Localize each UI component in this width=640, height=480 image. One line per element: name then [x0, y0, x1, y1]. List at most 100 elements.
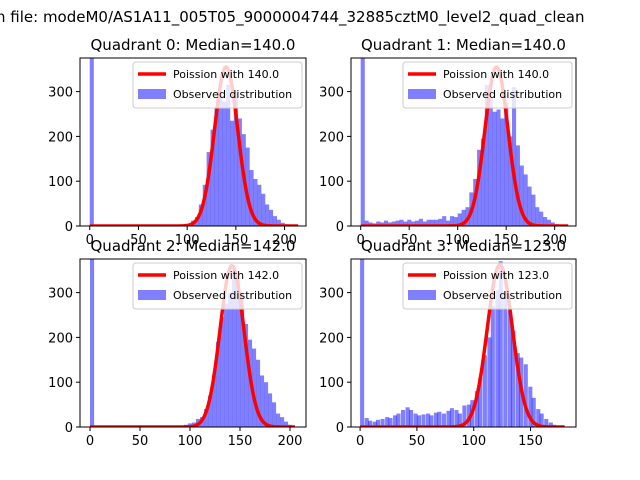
hist-bar [442, 216, 447, 226]
x-tick-label: 50 [132, 434, 149, 449]
hist-bar [233, 91, 239, 226]
hist-bar [90, 259, 95, 427]
hist-bar [204, 409, 209, 427]
hist-bar [535, 207, 540, 226]
hist-bar [391, 221, 396, 226]
hist-bar [544, 418, 549, 427]
hist-bar [216, 341, 221, 427]
hist-bar [272, 216, 277, 226]
hist-bar [430, 219, 435, 226]
hist-bar [210, 129, 215, 226]
legend-label-hist: Observed distribution [443, 289, 562, 302]
y-tick-label: 300 [319, 287, 344, 302]
plot-area [88, 259, 297, 427]
subplot-quadrant-0: 0 50 100 150 200 0 100 200 300 Poission with 140.… [48, 36, 307, 248]
y-tick-label: 100 [48, 376, 73, 391]
legend-label-hist: Observed distribution [173, 88, 292, 101]
y-tick-label: 300 [48, 287, 73, 302]
hist-bar [492, 111, 497, 226]
hist-bar [376, 419, 381, 427]
hist-bar [531, 194, 536, 226]
hist-bar [480, 138, 486, 226]
hist-bar [268, 209, 274, 226]
hist-bar [511, 87, 517, 226]
x-tick-label: 0 [86, 434, 94, 449]
legend-label-poisson: Poission with 140.0 [173, 68, 279, 81]
hist-bar [449, 408, 454, 427]
hist-bar [478, 377, 483, 427]
hist-bar [441, 413, 446, 427]
legend-box [132, 61, 303, 109]
hist-bar [434, 219, 439, 226]
hist-bar [453, 217, 458, 226]
hist-bar [411, 221, 416, 226]
hist-bar [462, 405, 467, 427]
hist-bar [284, 421, 289, 427]
hist-bar [380, 418, 385, 427]
hist-bar [503, 292, 508, 427]
hist-bar [536, 409, 541, 427]
hist-bar [218, 91, 223, 226]
y-tick-label: 200 [48, 331, 73, 346]
hist-bar [268, 393, 273, 427]
hist-bar [527, 186, 532, 226]
y-tick-label: 0 [336, 220, 344, 235]
poisson-curve [359, 65, 570, 226]
hist-bar [261, 193, 266, 226]
x-tick-label: 100 [461, 434, 486, 449]
hist-bar [387, 222, 392, 226]
hist-bar [539, 211, 544, 226]
hist-bar [230, 120, 235, 226]
hist-bar [498, 261, 503, 427]
hist-bar [484, 84, 489, 226]
axes-frame [350, 258, 577, 428]
hist-bar [393, 415, 398, 427]
hist-bar [257, 184, 262, 226]
hist-bar [401, 409, 406, 427]
hist-bar [364, 418, 369, 427]
hist-bar [487, 337, 492, 427]
subplot-quadrant-1: 0 50 100 150 200 0 100 200 300 Poission with 140.… [319, 36, 577, 248]
x-tick-label: 0 [86, 233, 94, 248]
hist-bar [426, 219, 431, 226]
hist-bar [511, 330, 516, 427]
legend: Poission with 140.0 Observed distribution [402, 61, 573, 109]
hist-bar [244, 323, 249, 427]
hist-bar [488, 98, 493, 226]
hist-bar [376, 221, 381, 226]
legend-box [402, 61, 573, 109]
hist-bar [249, 170, 254, 226]
hist-bar [550, 222, 555, 226]
hist-bar [523, 364, 528, 427]
legend-swatch-hist [138, 290, 166, 300]
axes-frame [79, 258, 307, 428]
hist-bar [495, 290, 500, 427]
hist-bar [446, 220, 451, 226]
hist-bar [264, 382, 269, 427]
subplot-title: Quadrant 2: Median=142.0 [91, 237, 296, 255]
hist-bar [383, 220, 389, 226]
hist-bar [237, 118, 242, 226]
subplot-title: Quadrant 3: Median=123.0 [361, 237, 566, 255]
x-tick-label: 100 [175, 233, 200, 248]
legend: Poission with 123.0 Observed distribution [402, 262, 573, 310]
hist-bar [454, 409, 459, 427]
x-tick-label: 200 [542, 233, 567, 248]
subplot-quadrant-3: 0 50 100 150 0 100 200 300 Poission with 123.0 Ob… [319, 237, 577, 449]
hist-bar [531, 397, 536, 427]
hist-bar [364, 220, 369, 226]
hist-bar [433, 412, 439, 427]
legend: Poission with 140.0 Observed distribution [132, 61, 303, 109]
plot-area [359, 58, 570, 226]
hist-bar [407, 219, 412, 226]
hist-bar [446, 410, 451, 427]
hist-bar [539, 413, 544, 427]
hist-bar [226, 84, 231, 226]
x-tick-label: 50 [409, 434, 426, 449]
hist-bar [260, 375, 265, 427]
legend-swatch-hist [408, 290, 436, 300]
hist-bar [265, 204, 270, 226]
hist-bar [449, 216, 454, 226]
hist-bar [482, 355, 487, 427]
subplot-quadrant-2: 0 50 100 150 200 0 100 200 300 Poission with 142.… [48, 237, 307, 449]
